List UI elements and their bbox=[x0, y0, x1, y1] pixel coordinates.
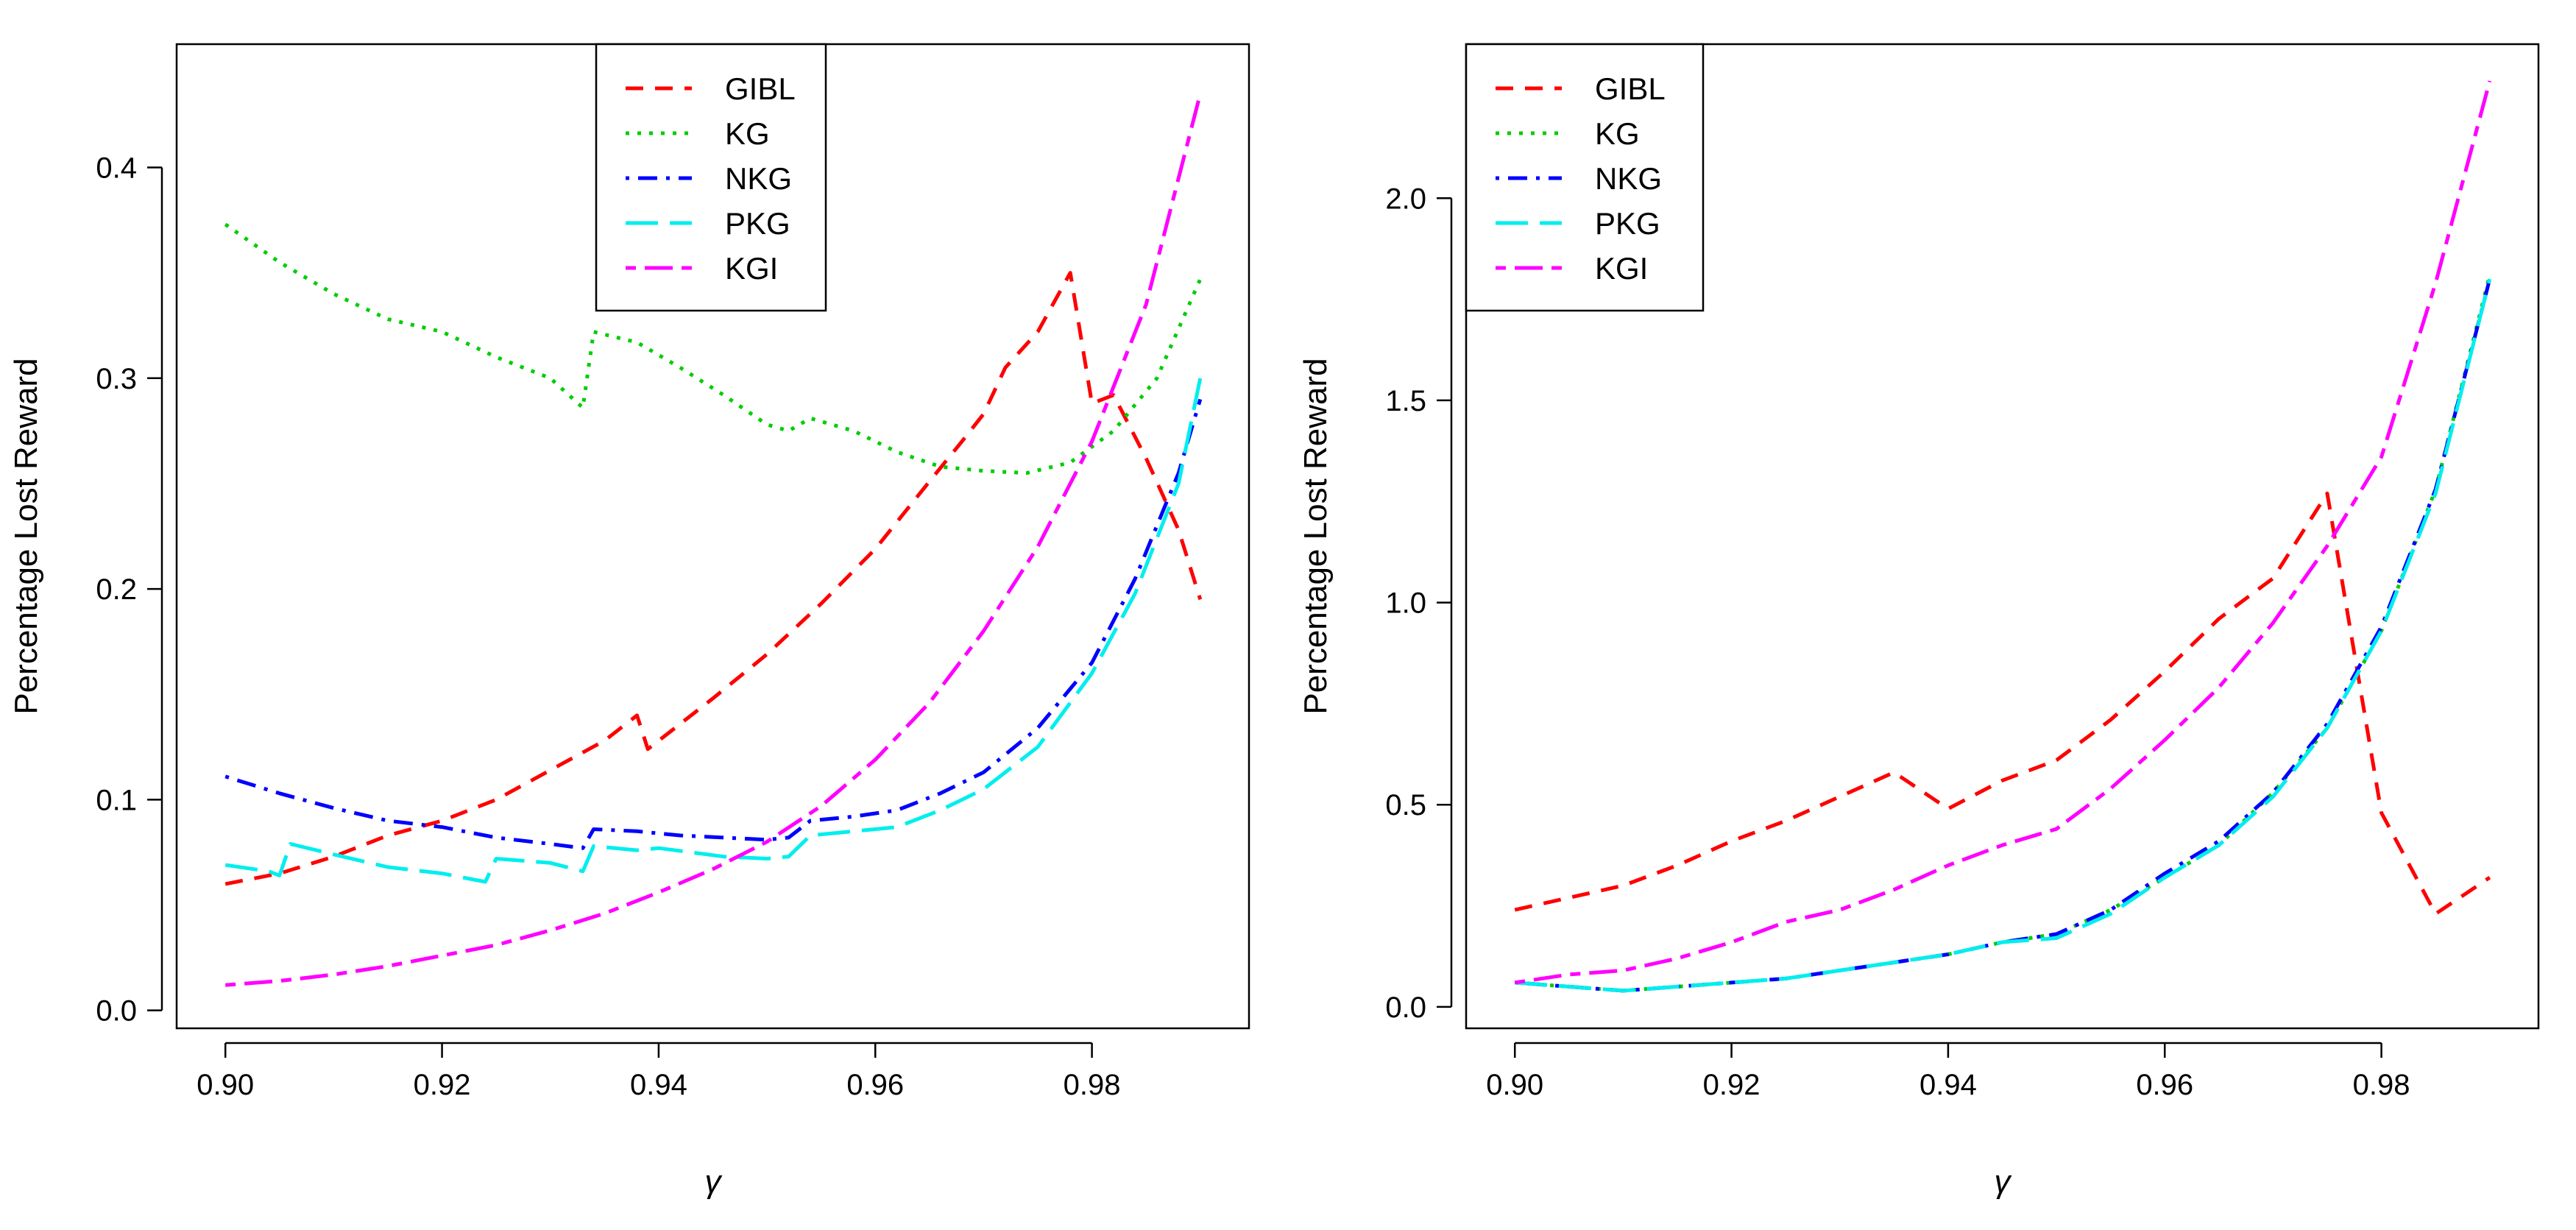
x-tick-label: 0.96 bbox=[2136, 1069, 2193, 1101]
x-tick-label: 0.90 bbox=[197, 1069, 254, 1101]
x-tick-label: 0.98 bbox=[1064, 1069, 1121, 1101]
y-axis-title: Percentage Lost Reward bbox=[1298, 358, 1334, 714]
x-axis-title: γ bbox=[1995, 1164, 2013, 1200]
y-tick-label: 0.0 bbox=[1385, 992, 1426, 1024]
plot-frame bbox=[1465, 43, 2540, 1030]
legend-label-kgi: KGI bbox=[1595, 251, 1648, 286]
x-tick-label: 0.94 bbox=[630, 1069, 687, 1101]
chart-panel-1: 0.90 0.92 0.94 0.96 0.98 0.0 0.1 0.2 0.3 0.4 γ Perc… bbox=[8, 43, 1250, 1200]
legend-box bbox=[1465, 43, 1705, 312]
legend-label-kgi: KGI bbox=[725, 251, 778, 286]
y-axis-title: Percentage Lost Reward bbox=[8, 358, 44, 714]
series-line-gibl bbox=[224, 271, 1203, 886]
y-tick-label: 2.0 bbox=[1385, 183, 1426, 215]
y-tick-label: 1.0 bbox=[1385, 587, 1426, 620]
legend-label-kg: KG bbox=[725, 116, 770, 151]
y-tick-label: 0.2 bbox=[96, 573, 137, 606]
y-tick-label: 0.3 bbox=[96, 363, 137, 395]
legend-label-nkg: NKG bbox=[1595, 161, 1662, 196]
x-tick-label: 0.90 bbox=[1486, 1069, 1543, 1101]
y-tick-label: 0.0 bbox=[96, 995, 137, 1028]
legend: GIBL KG NKG PKG KGI bbox=[1465, 43, 1705, 312]
series-line-pkg bbox=[224, 378, 1203, 884]
series-line-pkg bbox=[1515, 278, 2492, 993]
y-tick-label: 0.5 bbox=[1385, 789, 1426, 821]
series-line-nkg bbox=[1515, 278, 2492, 993]
x-tick-label: 0.96 bbox=[846, 1069, 904, 1101]
x-tick-label: 0.92 bbox=[414, 1069, 471, 1101]
legend-label-pkg: PKG bbox=[1595, 206, 1660, 241]
y-tick-label: 0.1 bbox=[96, 784, 137, 816]
legend-label-gibl: GIBL bbox=[1595, 71, 1666, 106]
legend: GIBL KG NKG PKG KGI bbox=[595, 43, 827, 312]
legend-label-kg: KG bbox=[1595, 116, 1640, 151]
series-line-kg bbox=[1515, 275, 2492, 993]
series-line-nkg bbox=[224, 398, 1203, 850]
x-axis-title: γ bbox=[705, 1164, 723, 1200]
legend-label-nkg: NKG bbox=[725, 161, 792, 196]
series-line-kgi bbox=[225, 93, 1203, 987]
series-group bbox=[224, 93, 1203, 987]
series-group bbox=[1514, 80, 2492, 993]
x-tick-label: 0.92 bbox=[1703, 1069, 1761, 1101]
chart-panel-2: 0.90 0.92 0.94 0.96 0.98 0.0 0.5 1.0 1.5 2.0 γ Perc… bbox=[1298, 43, 2540, 1200]
legend-label-pkg: PKG bbox=[725, 206, 790, 241]
x-tick-label: 0.94 bbox=[1919, 1069, 1977, 1101]
y-tick-label: 0.4 bbox=[96, 152, 137, 184]
y-tick-label: 1.5 bbox=[1385, 385, 1426, 417]
x-tick-label: 0.98 bbox=[2353, 1069, 2410, 1101]
legend-label-gibl: GIBL bbox=[725, 71, 796, 106]
series-line-gibl bbox=[1514, 491, 2491, 916]
series-line-kgi bbox=[1514, 80, 2492, 985]
